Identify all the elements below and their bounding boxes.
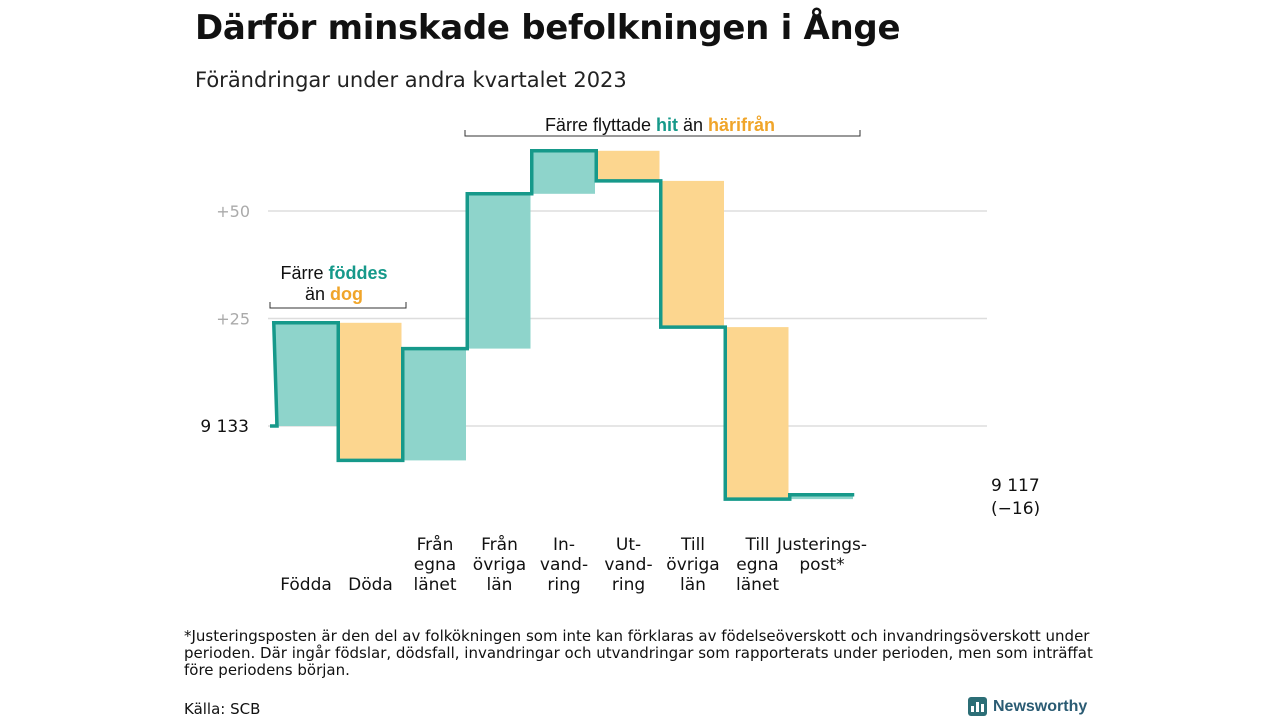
category-label: Döda [348,575,393,595]
newsworthy-logo-icon [968,697,987,716]
end-change-label: (−16) [991,499,1040,519]
waterfall-bar [275,322,337,426]
running-total-line [270,149,855,501]
brand-logo: Newsworthy [968,697,1087,716]
category-label: In-vand-ring [540,535,588,595]
category-label: Justerings-post* [776,535,867,575]
waterfall-bar [662,180,724,328]
births-annotation: Färre föddes [280,263,387,283]
waterfall-bar [468,193,531,349]
chart-subtitle: Förändringar under andra kvartalet 2023 [195,68,627,92]
y-tick-label: +25 [216,310,250,329]
start-value-label: 9 133 [200,417,249,437]
category-label: Ut-vand-ring [604,535,652,595]
category-label: Till övriga län [666,535,719,595]
chart-title: Därför minskade befolkningen i Ånge [195,8,901,48]
category-label: Från övriga län [473,534,526,595]
category-label: Till egna länet [736,535,779,595]
brand-name: Newsworthy [993,697,1088,715]
waterfall-bar [533,150,595,194]
waterfall-bar [726,327,789,500]
y-tick-label: +50 [216,202,250,221]
category-label: Från egna länet [413,534,456,595]
waterfall-bar [339,322,402,461]
migration-bracket [464,130,861,137]
end-value-label: 9 117 [991,476,1040,496]
waterfall-bar [597,150,660,181]
footnote: *Justeringsposten är den del av folkökni… [184,627,1093,679]
source-note: Källa: SCB [184,700,261,718]
deaths-annotation: än dog [305,284,363,304]
migration-annotation: Färre flyttade hit än härifrån [545,115,775,135]
waterfall-bar [791,494,853,500]
births-bracket [269,302,407,309]
waterfall-bar [404,348,466,461]
category-label: Födda [280,575,332,595]
